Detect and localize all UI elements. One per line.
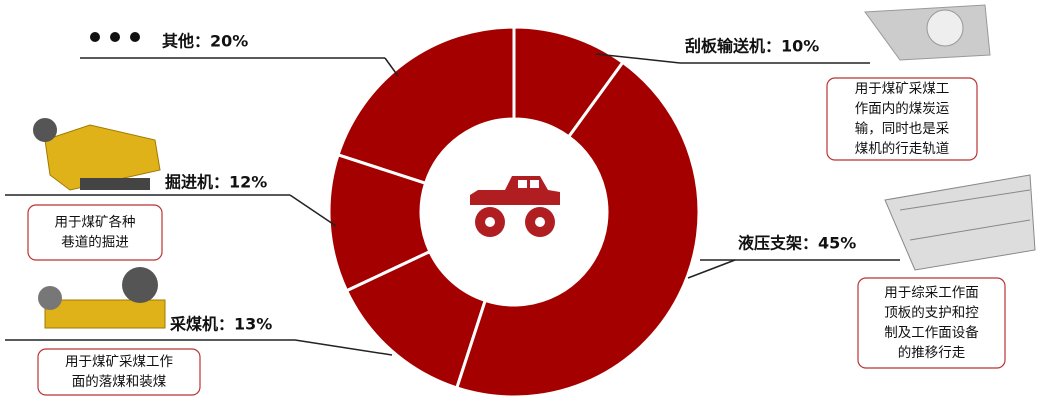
labels: 刮板输送机：10% 用于煤矿采煤工作面内的煤炭运输，同时也是采煤机的行走轨道液压支… [5, 32, 1006, 396]
leader-line [294, 339, 393, 356]
description-line: 顶板的支护和控 [884, 305, 979, 321]
leader-line [687, 259, 736, 279]
description-line: 的推移行走 [898, 345, 966, 361]
donut-segment [512, 25, 625, 139]
dots [90, 32, 140, 42]
value-label: 刮板输送机：10% [685, 37, 819, 56]
donut-segment [336, 25, 516, 186]
support-image [884, 174, 1036, 271]
shearer-image [38, 267, 166, 329]
description-line: 用于煤矿采煤工 [855, 81, 950, 97]
leader-line [595, 53, 681, 64]
description-line: 用于煤矿各种 [55, 215, 136, 231]
description-line: 制及工作面设备 [884, 324, 979, 341]
value-label: 采煤机：13% [169, 315, 272, 334]
description-line: 用于煤矿采煤工作 [65, 354, 173, 370]
description-line: 用于综采工作面 [884, 285, 979, 301]
donut-segment [454, 60, 701, 399]
leader-line [289, 194, 337, 227]
description-line: 巷道的掘进 [61, 235, 129, 251]
description-box [857, 277, 1006, 369]
description-box [826, 77, 978, 161]
conveyor-image [864, 4, 991, 61]
truck-icon [470, 176, 560, 237]
value-label: 液压支架：45% [738, 234, 856, 253]
roadheader-image [33, 118, 161, 191]
donut-segment [327, 152, 432, 293]
value-label: 其他：20% [162, 32, 248, 51]
value-label: 掘进机：12% [165, 173, 267, 192]
description-line: 输，同时也是采 [855, 121, 950, 137]
donut-segment [344, 249, 488, 390]
description-line: 面的落煤和装煤 [72, 374, 167, 390]
description-line: 作面内的煤炭运 [855, 101, 950, 117]
leader-line [384, 57, 399, 77]
description-line: 煤机的行走轨道 [855, 141, 950, 157]
description-box [27, 204, 163, 261]
description-box [37, 348, 201, 396]
